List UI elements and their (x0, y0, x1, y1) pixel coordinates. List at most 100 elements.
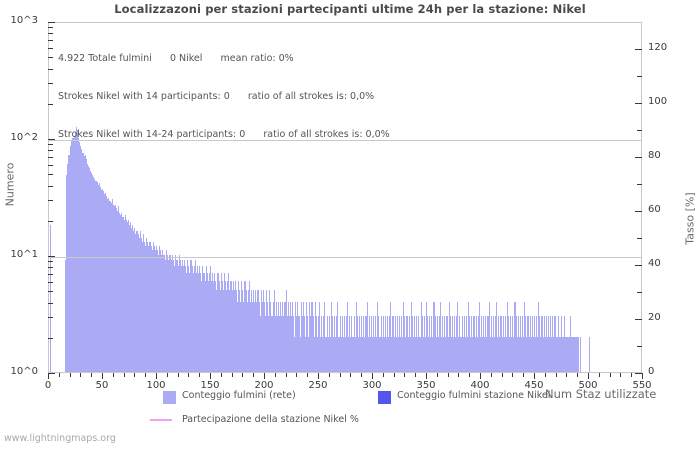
bar (253, 290, 255, 372)
bar (539, 316, 541, 372)
x-tick-minor (199, 373, 201, 377)
y-tick-minor-left (48, 40, 53, 42)
bar (546, 336, 548, 372)
bar (531, 316, 533, 372)
bar (163, 255, 165, 372)
annotation-line-2: Strokes Nikel with 14 participants: 0 ra… (58, 90, 375, 102)
bar (478, 301, 480, 372)
y-tick-left (48, 256, 55, 257)
bar (449, 316, 451, 372)
bar (274, 316, 276, 372)
bar (446, 316, 448, 372)
bar (177, 266, 179, 372)
bar (84, 154, 86, 372)
bar (300, 301, 302, 372)
bar (471, 316, 473, 372)
bar (497, 336, 499, 372)
bar (368, 316, 370, 372)
y-tick-minor-left (48, 68, 53, 70)
bar (191, 266, 193, 372)
bar (335, 336, 337, 372)
bar (580, 336, 582, 372)
bar (354, 336, 356, 372)
bar (500, 316, 502, 372)
bar (431, 316, 433, 372)
y-tick-minor-left (48, 27, 53, 29)
x-tick-label: 100 (146, 380, 166, 391)
bar (96, 182, 98, 372)
bar (223, 273, 226, 372)
bar (77, 129, 79, 372)
bar (565, 336, 567, 372)
bar (199, 266, 201, 372)
bar (417, 336, 419, 372)
legend-label: Conteggio fulmini stazione Nikel (397, 390, 551, 401)
bar (231, 290, 233, 372)
x-tick-label: 450 (524, 380, 544, 391)
bar (536, 316, 538, 372)
bar (233, 290, 235, 372)
bar (198, 273, 200, 372)
x-tick-minor (220, 373, 222, 377)
bar (92, 175, 94, 372)
x-tick-minor (91, 373, 93, 377)
bar (287, 301, 289, 372)
bar (270, 301, 272, 372)
bar (67, 163, 69, 372)
bar (144, 241, 146, 372)
bar (398, 316, 400, 372)
y-tick-label-left: 10^0 (10, 366, 38, 377)
bar (135, 234, 137, 372)
bar (103, 191, 105, 372)
bar (441, 336, 443, 372)
bar (104, 194, 106, 372)
bar (265, 316, 267, 372)
bar (463, 316, 465, 372)
bar (336, 316, 338, 372)
bar (178, 255, 180, 372)
x-tick (642, 373, 643, 379)
bar (394, 316, 396, 372)
bar (172, 255, 174, 372)
bar (378, 316, 380, 372)
y-tick-left (48, 22, 55, 23)
bar (640, 336, 641, 372)
annotation-block: 4.922 Totale fulmini 0 Nikel mean ratio:… (58, 28, 390, 167)
bar (403, 301, 405, 372)
bar (447, 336, 449, 372)
bar (158, 255, 160, 372)
bar (141, 241, 143, 372)
bar (312, 316, 314, 372)
y-tick-minor-left (48, 174, 53, 176)
bar (76, 126, 78, 372)
x-tick-minor (80, 373, 82, 377)
bar (412, 336, 415, 372)
bar (94, 178, 96, 372)
bar (138, 237, 140, 372)
bar (258, 301, 260, 372)
bar (553, 336, 555, 372)
x-tick-minor (598, 373, 600, 377)
bar (364, 336, 366, 372)
bar (435, 336, 437, 372)
bar (159, 245, 161, 372)
bar (304, 336, 307, 372)
bar (74, 133, 76, 372)
bar (511, 336, 513, 372)
x-tick-minor (134, 373, 136, 377)
x-tick-minor (512, 373, 514, 377)
x-tick-label: 250 (308, 380, 328, 391)
bar (240, 301, 242, 372)
bar (207, 280, 209, 372)
x-tick-label: 300 (362, 380, 382, 391)
bar (187, 260, 189, 372)
bar (328, 316, 330, 372)
bar (573, 336, 575, 372)
bar (370, 316, 372, 372)
bar (380, 316, 382, 372)
bar (121, 212, 123, 372)
bar (402, 336, 404, 372)
bar (227, 280, 229, 372)
bar (429, 316, 431, 372)
bar (88, 168, 91, 372)
